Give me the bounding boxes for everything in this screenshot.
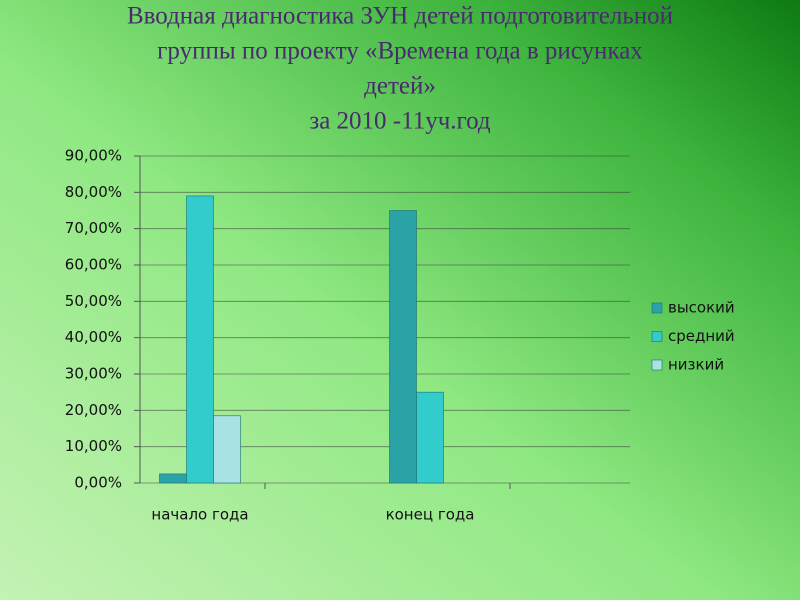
bar bbox=[416, 391, 444, 484]
y-tick-label: 80,00% bbox=[65, 183, 122, 201]
bar bbox=[159, 473, 187, 484]
legend-label: высокий bbox=[668, 299, 735, 317]
y-tick-label: 10,00% bbox=[65, 437, 122, 455]
y-tick-label: 70,00% bbox=[65, 219, 122, 237]
bar bbox=[186, 195, 214, 484]
x-tick-label: начало года bbox=[151, 506, 248, 524]
y-tick-label: 40,00% bbox=[65, 328, 122, 346]
chart-title: Вводная диагностика ЗУН детей подготовит… bbox=[127, 3, 673, 30]
bar bbox=[213, 415, 241, 484]
chart-title: за 2010 -11уч.год bbox=[309, 108, 491, 135]
y-tick-label: 60,00% bbox=[65, 256, 122, 274]
legend-swatch bbox=[651, 302, 663, 314]
x-tick-label: конец года bbox=[386, 506, 475, 524]
bar bbox=[389, 210, 417, 484]
legend-label: средний bbox=[668, 327, 735, 345]
legend-swatch bbox=[651, 359, 663, 371]
y-tick-label: 50,00% bbox=[65, 292, 122, 310]
y-tick-label: 90,00% bbox=[65, 147, 122, 165]
y-tick-label: 20,00% bbox=[65, 401, 122, 419]
legend-swatch bbox=[651, 331, 663, 342]
chart-title: детей» bbox=[364, 73, 436, 100]
chart-title: группы по проекту «Времена года в рисунк… bbox=[157, 38, 643, 65]
legend-label: низкий bbox=[668, 356, 724, 374]
y-tick-label: 30,00% bbox=[65, 365, 122, 383]
y-tick-label: 0,00% bbox=[74, 474, 122, 492]
